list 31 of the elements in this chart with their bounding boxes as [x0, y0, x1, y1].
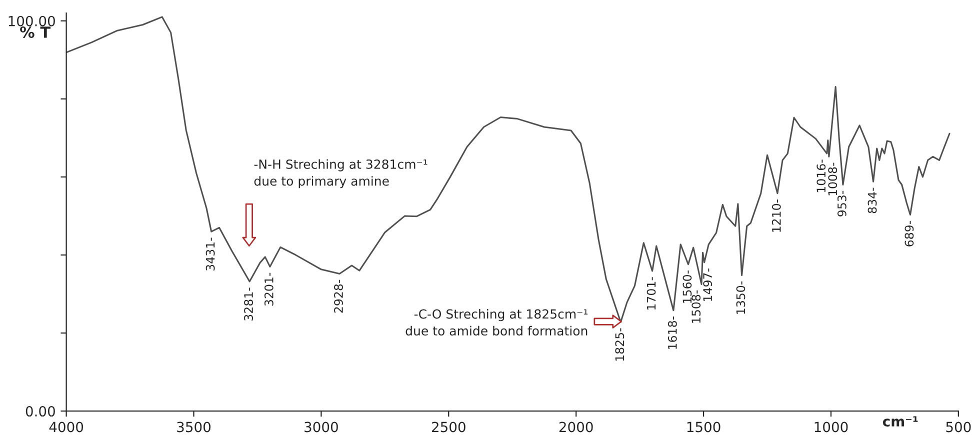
annotation: 3431-: [206, 238, 215, 271]
annotation: 1508-: [692, 290, 701, 323]
annotation: 1210-: [772, 199, 781, 232]
annotation: 953-: [837, 190, 846, 216]
x-tick-label: 500: [946, 422, 971, 432]
annotation: 1825-: [615, 328, 624, 361]
x-tick-label: 2500: [432, 422, 466, 432]
x-tick-label: 3000: [304, 422, 338, 432]
annotation: 689-: [904, 220, 914, 246]
annotation: 1008-: [828, 162, 838, 196]
y-axis-title: % T: [20, 26, 51, 38]
x-tick-label: 3500: [177, 422, 210, 432]
x-tick-label: 1500: [687, 422, 720, 432]
y-tick-label: 0.00: [26, 406, 55, 417]
annotation: 1560-: [682, 270, 692, 303]
x-tick-label: 1000: [814, 422, 848, 432]
annotation: 1701-: [646, 277, 656, 310]
annotation: 3201-: [264, 272, 274, 306]
annotation: 1497-: [703, 268, 712, 301]
annotation: 2928-: [334, 280, 343, 313]
annotation: -N-H Streching at 3281cm⁻¹ due to primary amine: [254, 159, 428, 188]
x-axis-title: cm⁻¹: [882, 416, 918, 427]
x-tick-label: 4000: [49, 422, 84, 432]
annotation: 1350-: [736, 281, 746, 314]
annotation: 834-: [868, 188, 877, 214]
x-tick-label: 2000: [559, 422, 593, 432]
annotation: 1618-: [668, 316, 677, 349]
annotation: 3281-: [244, 288, 253, 320]
y-tick-label: 100.00: [8, 16, 55, 26]
annotation: -C-O Streching at 1825cm⁻¹ due to amide bond formation: [406, 309, 588, 336]
annotation: 1016-: [816, 160, 826, 192]
